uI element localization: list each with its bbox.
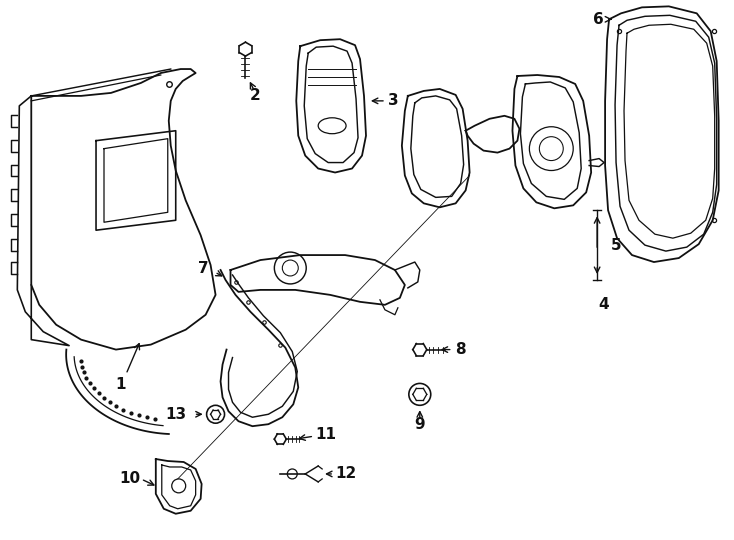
Text: 9: 9 <box>415 417 425 431</box>
Text: 6: 6 <box>593 12 604 27</box>
Text: 8: 8 <box>454 342 465 357</box>
Text: 4: 4 <box>599 298 609 312</box>
Text: 5: 5 <box>611 238 622 253</box>
Text: 2: 2 <box>250 89 261 103</box>
Text: 11: 11 <box>315 427 336 442</box>
Text: 13: 13 <box>166 407 187 422</box>
Text: 3: 3 <box>388 93 399 109</box>
Text: 7: 7 <box>198 260 208 275</box>
Text: 12: 12 <box>335 467 357 482</box>
Text: 1: 1 <box>116 377 126 392</box>
Text: 10: 10 <box>119 471 140 487</box>
